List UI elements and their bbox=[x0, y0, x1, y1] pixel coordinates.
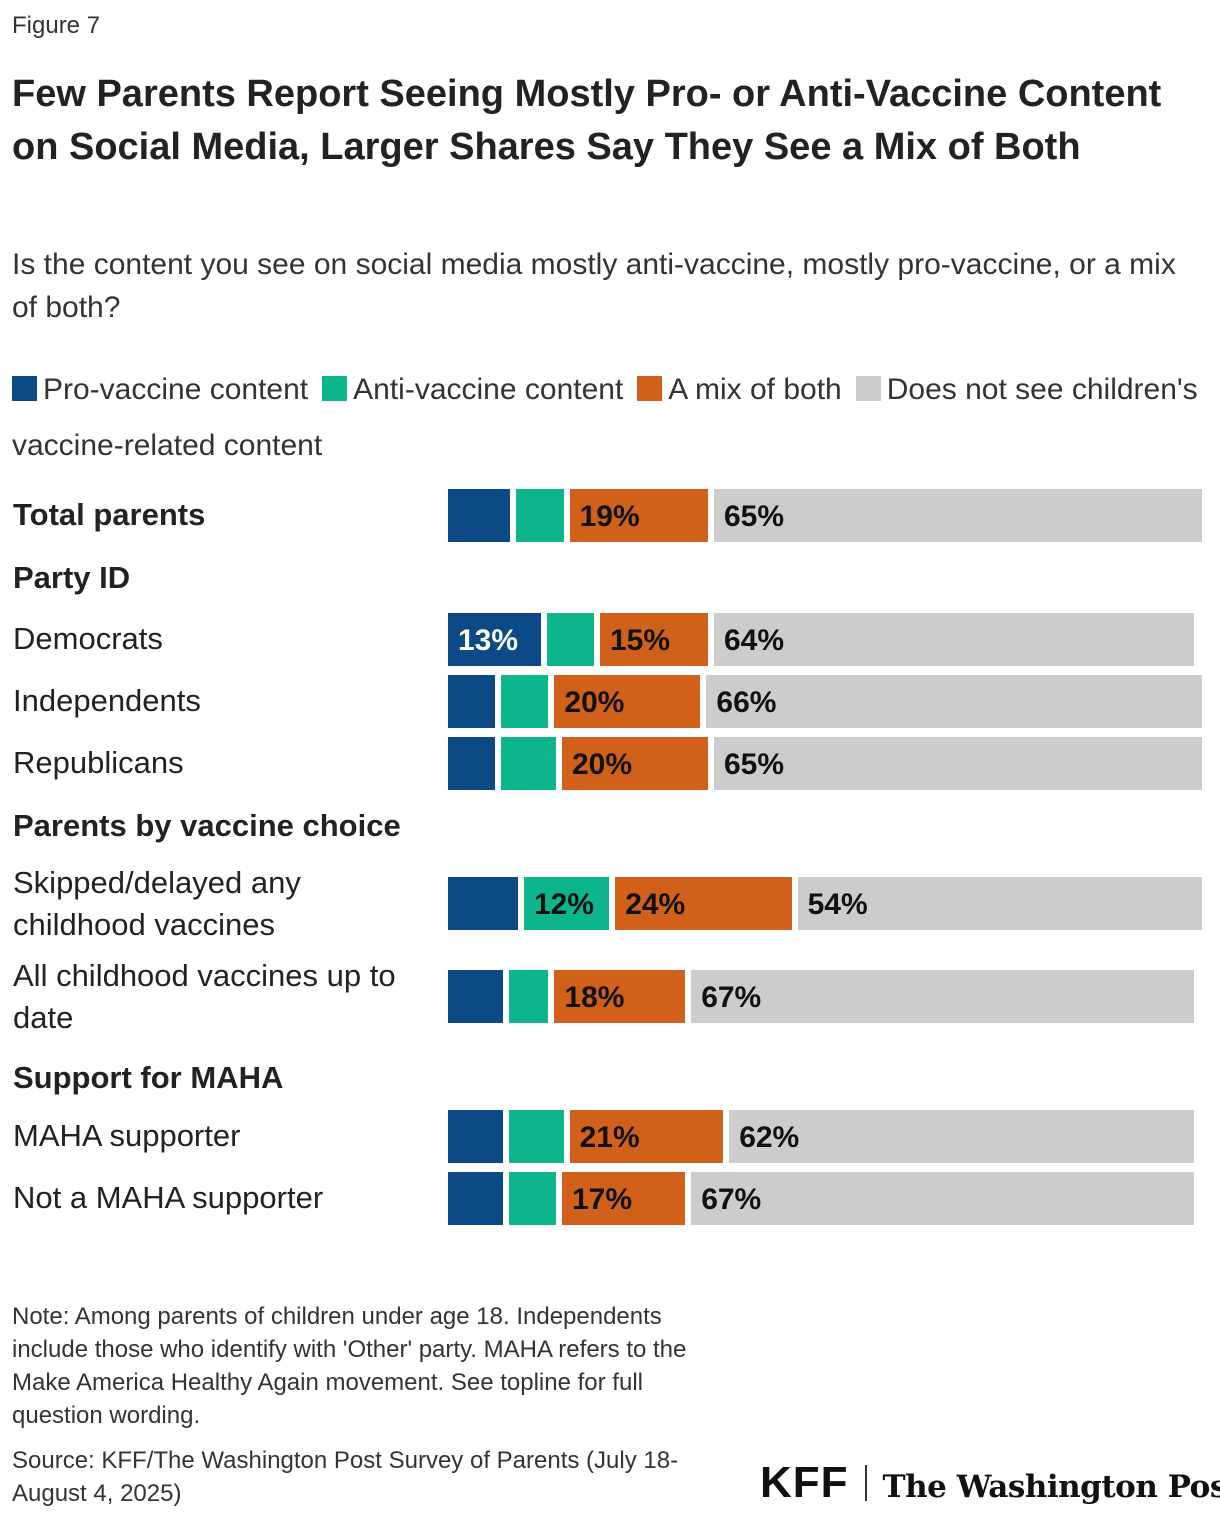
bar-segment: 64% bbox=[714, 613, 1195, 666]
bar-segment: 21% bbox=[569, 1110, 724, 1163]
legend-label: Does not see children's vaccine-related … bbox=[12, 373, 1198, 462]
data-label: 15% bbox=[610, 624, 671, 657]
group-header: Parents by vaccine choice bbox=[13, 808, 401, 843]
bar-segment bbox=[448, 675, 496, 728]
bar-segment: 20% bbox=[562, 737, 708, 790]
bar-segment bbox=[501, 675, 549, 728]
legend-label: Pro-vaccine content bbox=[43, 373, 309, 406]
legend-swatch bbox=[855, 376, 881, 401]
data-label: 65% bbox=[724, 748, 785, 781]
bar-segment: 66% bbox=[706, 675, 1202, 728]
bar-segment: 67% bbox=[691, 1172, 1195, 1225]
legend-swatch bbox=[637, 376, 663, 401]
legend-item: Pro-vaccine content bbox=[12, 373, 308, 406]
row-label: Total parents bbox=[13, 497, 206, 532]
chart-title: Few Parents Report Seeing Mostly Pro- or… bbox=[12, 73, 1162, 168]
source: Source: KFF/The Washington Post Survey o… bbox=[12, 1447, 679, 1507]
bar-segment bbox=[448, 489, 511, 542]
bar-segment: 18% bbox=[554, 970, 686, 1023]
bar-segment: 15% bbox=[600, 613, 708, 666]
data-label: 62% bbox=[739, 1121, 800, 1154]
bar-segment bbox=[508, 970, 549, 1023]
data-label: 20% bbox=[564, 686, 625, 719]
legend-label: Anti-vaccine content bbox=[353, 373, 624, 406]
logos: KFF The Washington Post bbox=[760, 1458, 1220, 1508]
data-label: 13% bbox=[458, 624, 519, 657]
bar-segment bbox=[546, 613, 594, 666]
row-label: Republicans bbox=[13, 745, 184, 780]
figure-label: Figure 7 bbox=[12, 12, 101, 39]
washington-post-logo: The Washington Post bbox=[882, 1469, 1220, 1505]
row-label: All childhood vaccines up to date bbox=[13, 958, 396, 1035]
chart-subtitle: Is the content you see on social media m… bbox=[12, 248, 1176, 324]
bar-segment: 19% bbox=[569, 489, 708, 542]
legend-swatch bbox=[322, 376, 348, 401]
data-label: 54% bbox=[807, 888, 868, 921]
bar-segment: 20% bbox=[554, 675, 701, 728]
bar-segment: 65% bbox=[714, 489, 1202, 542]
kff-logo: KFF bbox=[760, 1458, 849, 1507]
note: Note: Among parents of children under ag… bbox=[12, 1303, 687, 1429]
legend: Pro-vaccine content Anti-vaccine content A… bbox=[12, 362, 1212, 474]
bar-segment: 54% bbox=[797, 877, 1202, 930]
legend-item: A mix of both bbox=[637, 373, 842, 406]
data-label: 65% bbox=[724, 500, 785, 533]
group-header: Support for MAHA bbox=[13, 1060, 284, 1095]
row-label: Skipped/delayed any childhood vaccines bbox=[13, 865, 301, 942]
data-label: 24% bbox=[625, 888, 686, 921]
legend-item: Anti-vaccine content bbox=[322, 373, 623, 406]
bar-segment: 17% bbox=[562, 1172, 686, 1225]
legend-label: A mix of both bbox=[668, 373, 842, 406]
legend-swatch bbox=[12, 376, 37, 401]
group-header: Party ID bbox=[13, 560, 131, 595]
bar-segment: 62% bbox=[729, 1110, 1195, 1163]
bar-segment bbox=[448, 877, 518, 930]
data-label: 12% bbox=[534, 888, 595, 921]
bar-segment bbox=[448, 970, 503, 1023]
bar-segment bbox=[448, 737, 496, 790]
bar-segment: 65% bbox=[714, 737, 1202, 790]
bar-segment: 13% bbox=[448, 613, 541, 666]
data-label: 21% bbox=[579, 1121, 640, 1154]
data-label: 67% bbox=[701, 1183, 762, 1216]
bar-segment: 24% bbox=[615, 877, 792, 930]
data-label: 19% bbox=[579, 500, 640, 533]
bar-segment bbox=[501, 737, 556, 790]
data-label: 66% bbox=[716, 686, 777, 719]
row-label: Not a MAHA supporter bbox=[13, 1180, 324, 1215]
data-label: 67% bbox=[701, 981, 762, 1014]
bar-segment: 67% bbox=[691, 970, 1195, 1023]
row-label: MAHA supporter bbox=[13, 1118, 241, 1153]
bar-segment: 12% bbox=[524, 877, 610, 930]
bar-segment bbox=[516, 489, 564, 542]
logo-divider bbox=[864, 1465, 867, 1501]
legend-item: Does not see children's vaccine-related … bbox=[12, 373, 1198, 462]
data-label: 17% bbox=[572, 1183, 633, 1216]
bar-segment bbox=[508, 1172, 556, 1225]
row-label: Independents bbox=[13, 683, 201, 718]
bar-segment bbox=[448, 1172, 503, 1225]
data-label: 64% bbox=[724, 624, 785, 657]
bar-segment bbox=[508, 1110, 564, 1163]
row-label: Democrats bbox=[13, 621, 163, 656]
data-label: 18% bbox=[564, 981, 625, 1014]
bar-segment bbox=[448, 1110, 503, 1163]
data-label: 20% bbox=[572, 748, 633, 781]
